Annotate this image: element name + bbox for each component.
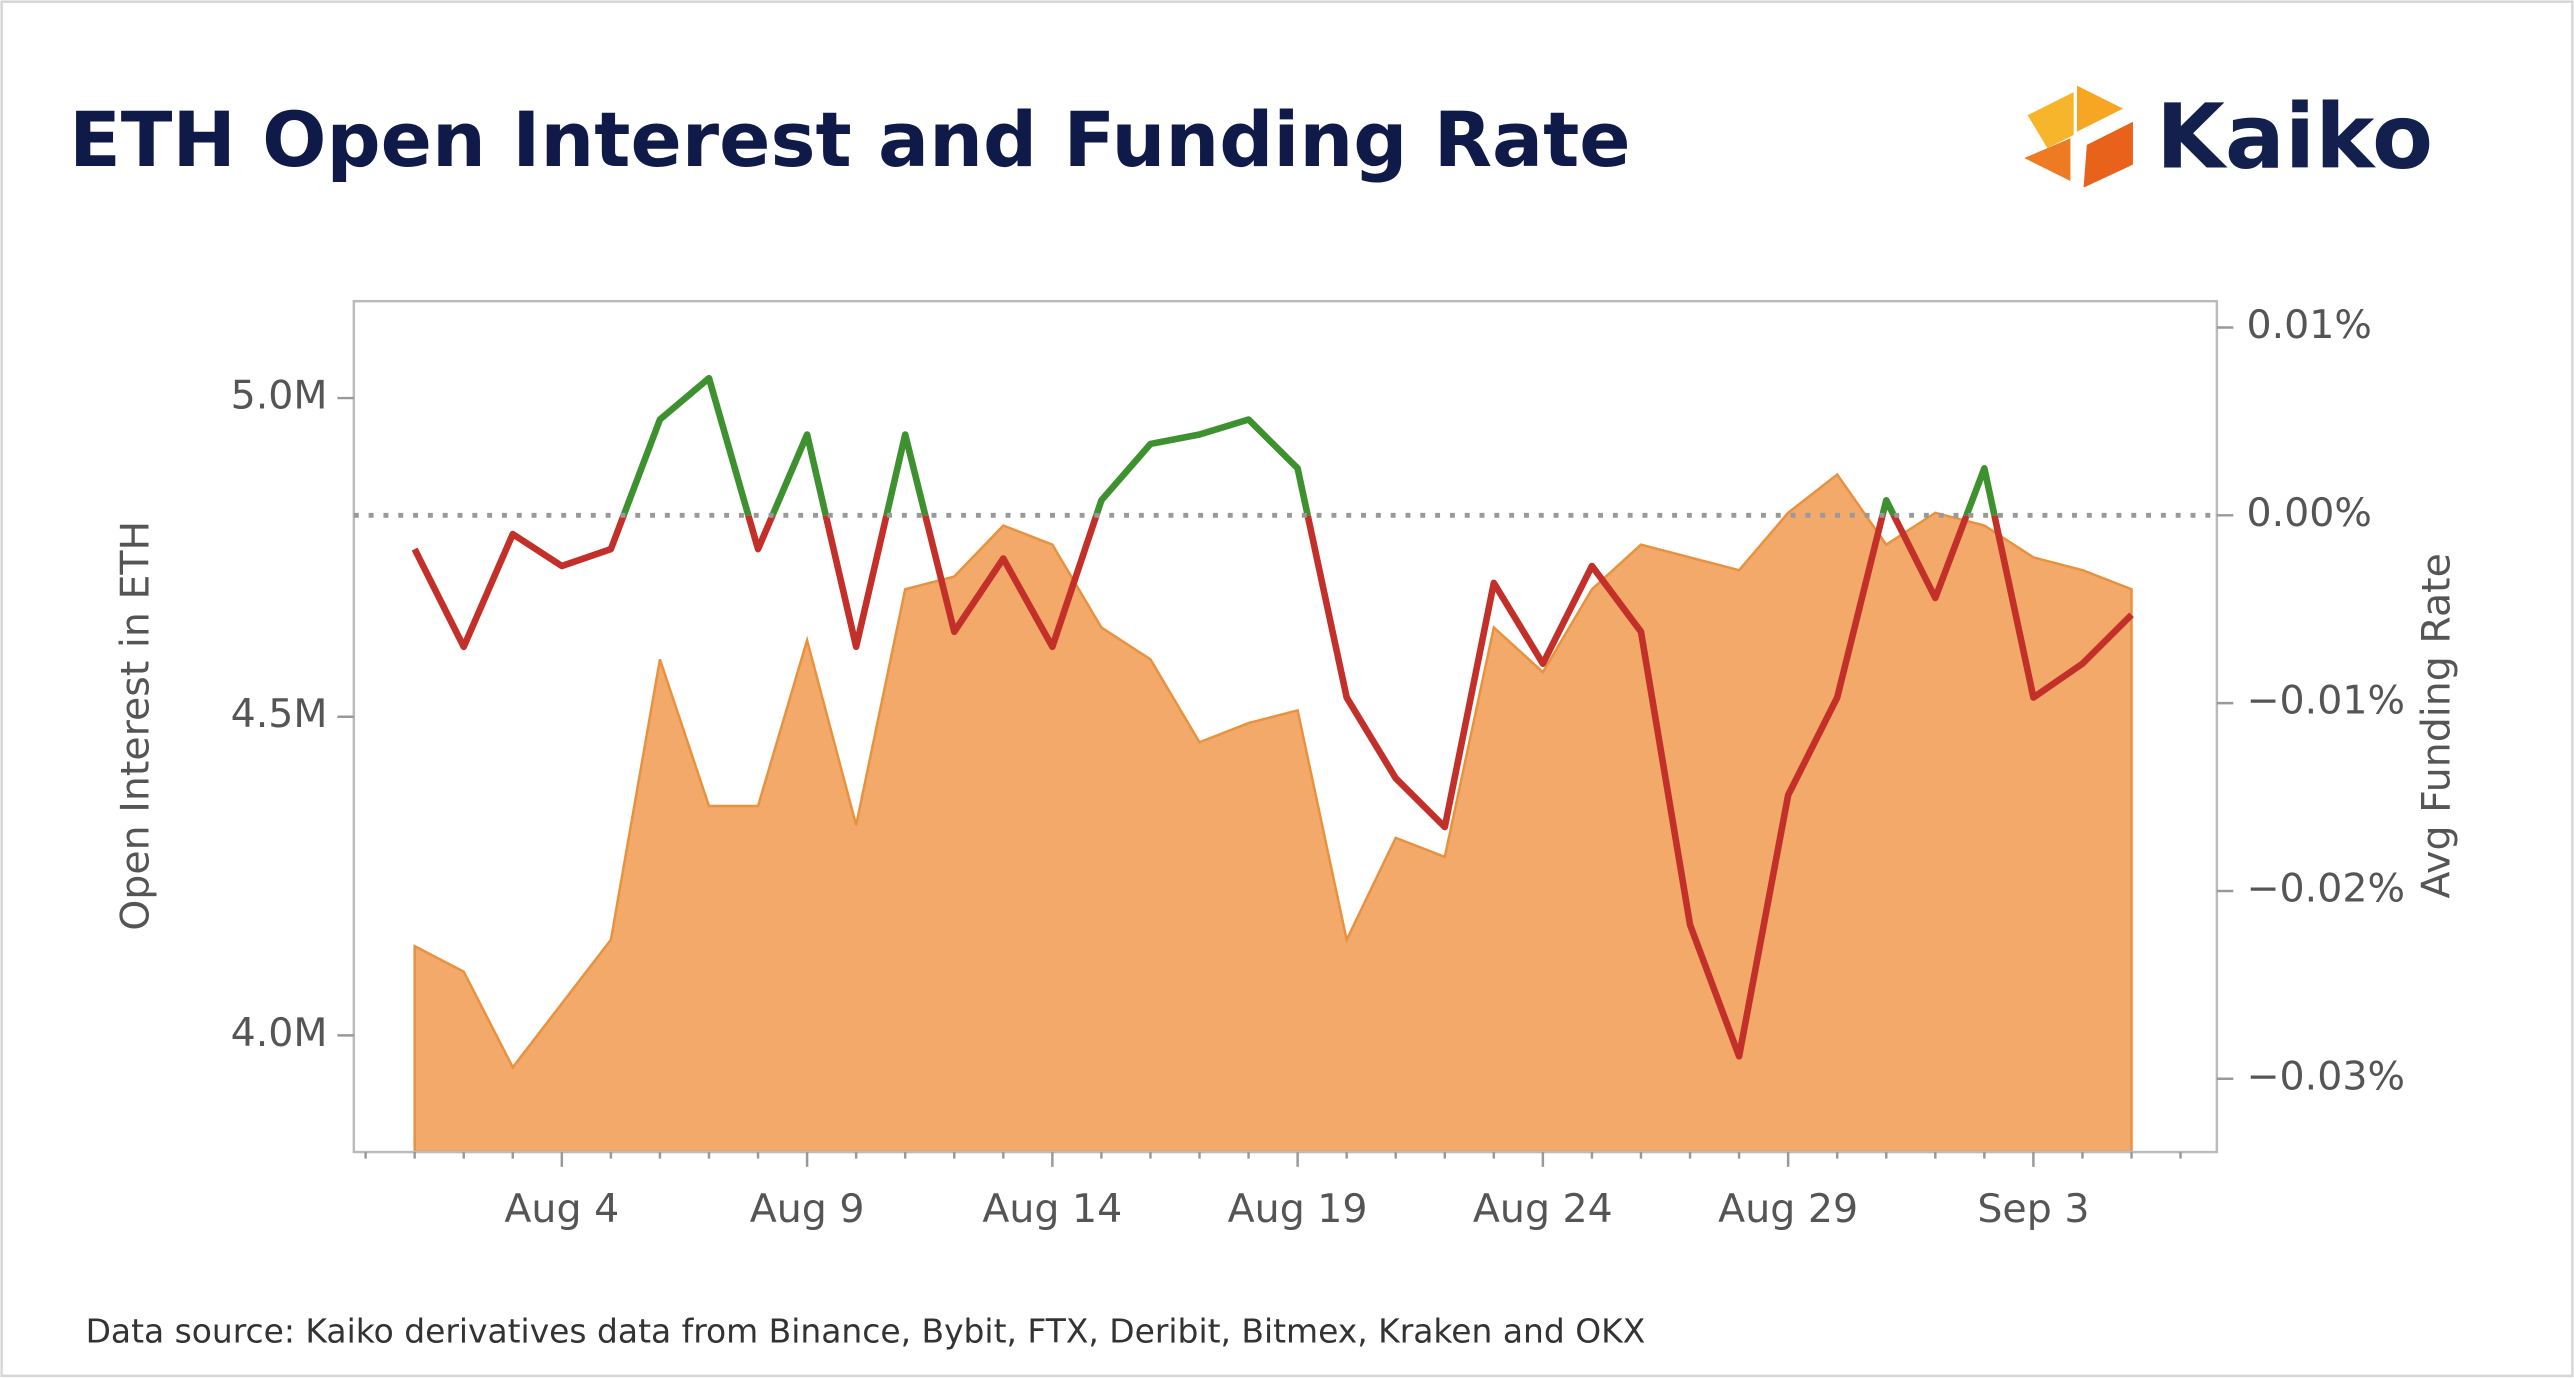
y2-tick-label: 0.00% <box>2246 490 2371 536</box>
logo-shape <box>2083 121 2133 188</box>
y2-tick-label: −0.01% <box>2246 678 2405 724</box>
logo-shape <box>2027 92 2074 149</box>
brand-name: Kaiko <box>2156 86 2433 189</box>
y-tick-label: 5.0M <box>231 373 328 419</box>
y-tick-label: 4.5M <box>231 691 328 737</box>
y2-axis-label: Avg Funding Rate <box>2414 553 2460 898</box>
x-tick-label: Aug 14 <box>982 1186 1122 1232</box>
y-axis-label: Open Interest in ETH <box>113 521 159 931</box>
x-tick-label: Aug 24 <box>1473 1186 1613 1232</box>
x-tick-label: Aug 29 <box>1718 1186 1858 1232</box>
brand-logo: Kaiko <box>2024 85 2433 189</box>
x-tick-label: Aug 19 <box>1228 1186 1368 1232</box>
plot-frame <box>352 299 2219 1154</box>
x-tick-label: Aug 4 <box>504 1186 619 1232</box>
source-note: Data source: Kaiko derivatives data from… <box>86 1312 1646 1351</box>
logo-shape <box>2076 85 2124 132</box>
y2-tick-label: −0.02% <box>2246 865 2405 911</box>
x-tick-label: Sep 3 <box>1977 1186 2089 1232</box>
y2-tick-label: −0.03% <box>2246 1053 2405 1099</box>
x-tick-label: Aug 9 <box>750 1186 865 1232</box>
line-above-zero <box>620 374 1998 516</box>
logo-shape <box>2024 138 2071 182</box>
y-tick-label: 4.0M <box>231 1010 328 1056</box>
y2-tick-label: 0.01% <box>2246 302 2371 348</box>
area <box>413 472 2133 1153</box>
chart-title: ETH Open Interest and Funding Rate <box>69 96 1631 184</box>
line-below-zero <box>411 515 2134 1060</box>
